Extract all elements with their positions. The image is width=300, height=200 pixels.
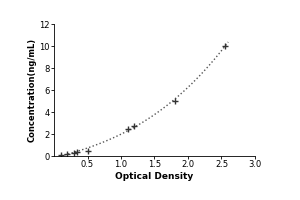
Y-axis label: Concentration(ng/mL): Concentration(ng/mL) bbox=[28, 38, 37, 142]
X-axis label: Optical Density: Optical Density bbox=[116, 172, 194, 181]
